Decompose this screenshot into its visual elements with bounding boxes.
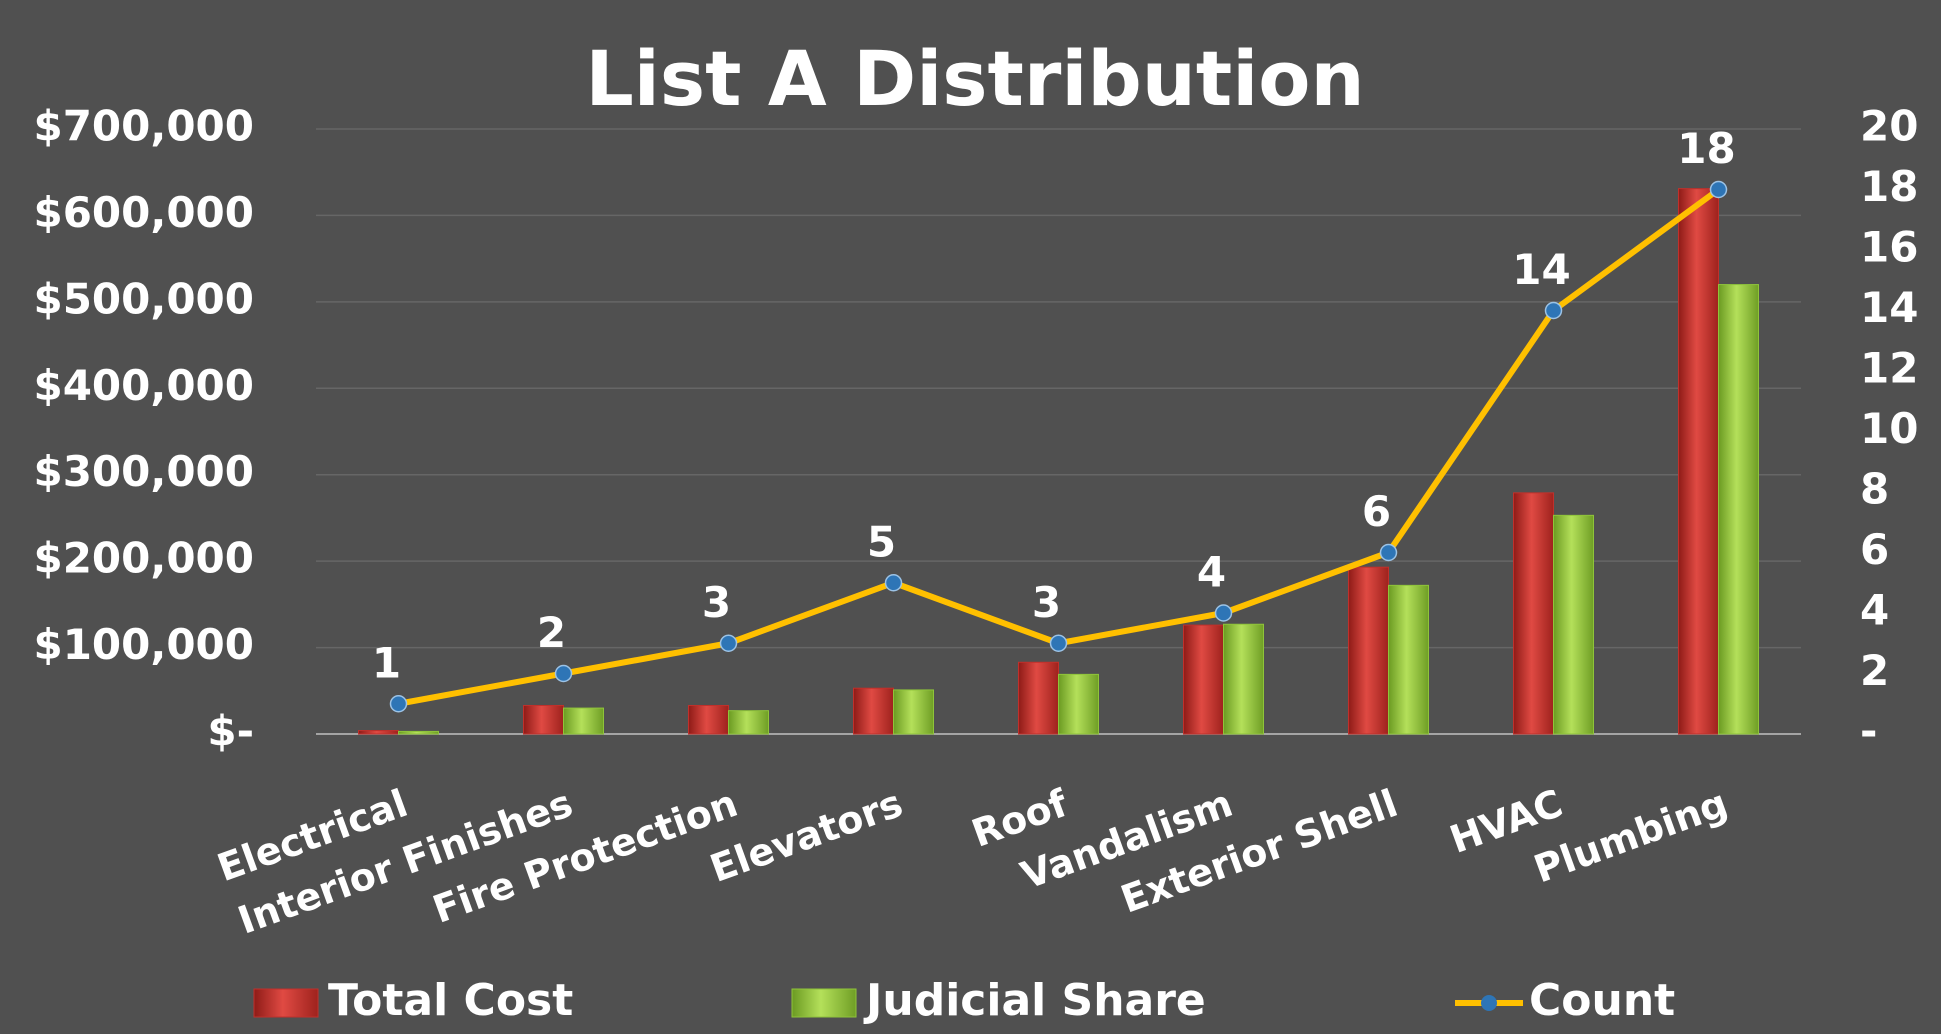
line-marker (389, 695, 408, 713)
line-marker (719, 634, 738, 652)
bar (1513, 492, 1554, 735)
bar (1348, 566, 1389, 735)
data-label: 2 (537, 608, 566, 657)
y-tick-label: $100,000 (33, 620, 254, 669)
legend-label: Total Cost (328, 975, 573, 1026)
bar (688, 704, 729, 735)
bar (523, 704, 564, 735)
line-marker (1049, 634, 1068, 652)
data-label: 5 (867, 517, 896, 566)
y2-tick-label: - (1860, 707, 1877, 756)
legend-marker (1481, 995, 1497, 1011)
data-label: 3 (702, 578, 731, 627)
legend-swatch (791, 988, 857, 1018)
data-label: 18 (1677, 124, 1735, 173)
y2-tick-label: 2 (1860, 646, 1889, 695)
line-marker (554, 664, 573, 683)
chart-title: List A Distribution (585, 34, 1364, 123)
y-tick-label: $500,000 (33, 274, 254, 323)
y-tick-label: $600,000 (33, 188, 254, 237)
bar (358, 730, 399, 735)
bar (1223, 623, 1264, 735)
y2-tick-label: 14 (1860, 283, 1918, 332)
bar (1553, 514, 1594, 735)
bar (1388, 584, 1429, 735)
line-marker (1544, 301, 1563, 320)
data-label: 4 (1197, 548, 1226, 597)
bar (1058, 673, 1099, 735)
y2-tick-label: 20 (1860, 102, 1918, 151)
data-label: 3 (1032, 578, 1061, 627)
bar (563, 707, 604, 735)
y2-tick-label: 6 (1860, 525, 1889, 574)
bar (1183, 624, 1224, 735)
y2-tick-label: 12 (1860, 344, 1918, 393)
bar (893, 689, 934, 735)
bar (1678, 188, 1719, 735)
bar (853, 687, 894, 735)
line-marker (1709, 180, 1728, 199)
y2-tick-label: 10 (1860, 404, 1918, 453)
line-marker (884, 574, 903, 592)
legend-label: Count (1529, 975, 1675, 1026)
y-tick-label: $400,000 (33, 361, 254, 410)
data-label: 14 (1512, 245, 1570, 294)
y-tick-label: $200,000 (33, 534, 254, 583)
y-tick-label: $700,000 (33, 102, 254, 151)
bar (1018, 661, 1059, 735)
y2-tick-label: 16 (1860, 223, 1918, 272)
data-label: 1 (372, 638, 401, 687)
bar (1718, 284, 1759, 735)
data-label: 6 (1362, 487, 1391, 536)
line-marker (1214, 604, 1233, 622)
line-marker (1379, 543, 1398, 562)
y2-tick-label: 4 (1860, 586, 1889, 635)
bar (398, 730, 439, 735)
legend-swatch (253, 988, 319, 1018)
y2-tick-label: 18 (1860, 162, 1918, 211)
legend-label: Judicial Share (863, 975, 1206, 1026)
y2-tick-label: 8 (1860, 465, 1889, 514)
bar (728, 710, 769, 735)
y-tick-label: $300,000 (33, 447, 254, 496)
y-tick-label: $- (207, 707, 254, 756)
